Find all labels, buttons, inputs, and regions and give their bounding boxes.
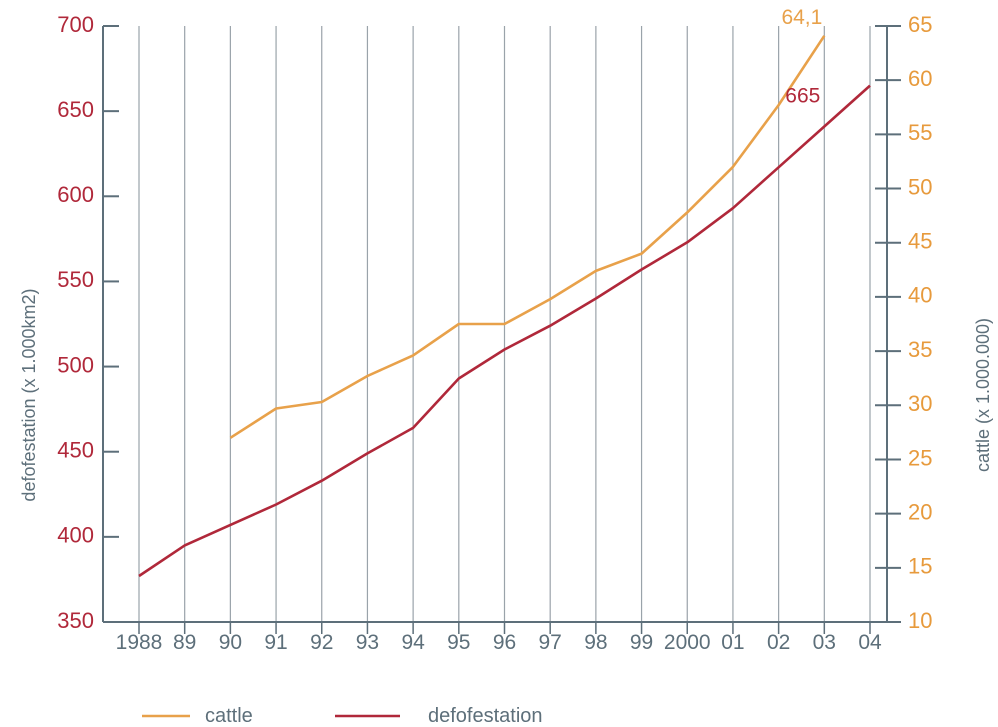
series-line-cattle xyxy=(229,35,826,439)
tick-label-right-65: 65 xyxy=(908,12,932,37)
legend-label-defofestation: defofestation xyxy=(428,705,543,727)
annotation-defofestation: 665 xyxy=(785,84,820,107)
tick-label-left-650: 650 xyxy=(57,97,94,122)
tick-label-left-450: 450 xyxy=(57,438,94,463)
annotations: 64,1 665 xyxy=(781,6,822,108)
tick-label-x-02: 02 xyxy=(767,631,790,654)
tick-label-right-30: 30 xyxy=(908,391,932,416)
tick-label-right-35: 35 xyxy=(908,337,932,362)
series-line-defofestation xyxy=(138,84,871,578)
tick-label-x-90: 90 xyxy=(219,631,242,654)
tick-label-x-94: 94 xyxy=(401,631,425,654)
tick-label-x-89: 89 xyxy=(173,631,196,654)
tick-label-x-01: 01 xyxy=(721,631,744,654)
y-axis-label-right: cattle (x 1.000.000) xyxy=(973,318,993,472)
y-axis-label-left: defofestation (x 1.000km2) xyxy=(19,288,39,501)
tick-label-x-92: 92 xyxy=(310,631,333,654)
tick-label-x-99: 99 xyxy=(630,631,653,654)
tick-label-right-55: 55 xyxy=(908,120,932,145)
tick-label-right-15: 15 xyxy=(908,554,932,579)
axes xyxy=(102,25,901,634)
annotation-cattle: 64,1 xyxy=(781,6,822,29)
tick-label-right-25: 25 xyxy=(908,445,932,470)
gridlines xyxy=(138,26,871,622)
tick-label-left-500: 500 xyxy=(57,352,94,377)
tick-label-right-20: 20 xyxy=(908,499,932,524)
tick-label-x-98: 98 xyxy=(584,631,607,654)
legend: cattle defofestation xyxy=(142,705,543,727)
tick-label-x-93: 93 xyxy=(356,631,379,654)
tick-label-x-1988: 1988 xyxy=(116,631,163,654)
tick-label-x-04: 04 xyxy=(858,631,882,654)
legend-label-cattle: cattle xyxy=(205,705,253,727)
tick-label-right-40: 40 xyxy=(908,283,932,308)
tick-label-left-350: 350 xyxy=(57,608,94,633)
tick-label-x-97: 97 xyxy=(539,631,562,654)
tick-label-x-96: 96 xyxy=(493,631,516,654)
tick-labels: 350 400 450 500 550 600 650 700 10 15 20 25 30 35 40 45… xyxy=(57,12,932,654)
tick-label-right-50: 50 xyxy=(908,174,932,199)
tick-label-left-550: 550 xyxy=(57,267,94,292)
tick-label-left-700: 700 xyxy=(57,12,94,37)
tick-label-right-45: 45 xyxy=(908,229,932,254)
tick-label-x-95: 95 xyxy=(447,631,470,654)
tick-label-left-400: 400 xyxy=(57,523,94,548)
tick-label-x-03: 03 xyxy=(813,631,836,654)
tick-label-x-2000: 2000 xyxy=(664,631,711,654)
series-lines xyxy=(138,35,871,578)
tick-label-right-10: 10 xyxy=(908,608,932,633)
tick-label-right-60: 60 xyxy=(908,66,932,91)
tick-label-x-91: 91 xyxy=(264,631,287,654)
tick-label-left-600: 600 xyxy=(57,182,94,207)
